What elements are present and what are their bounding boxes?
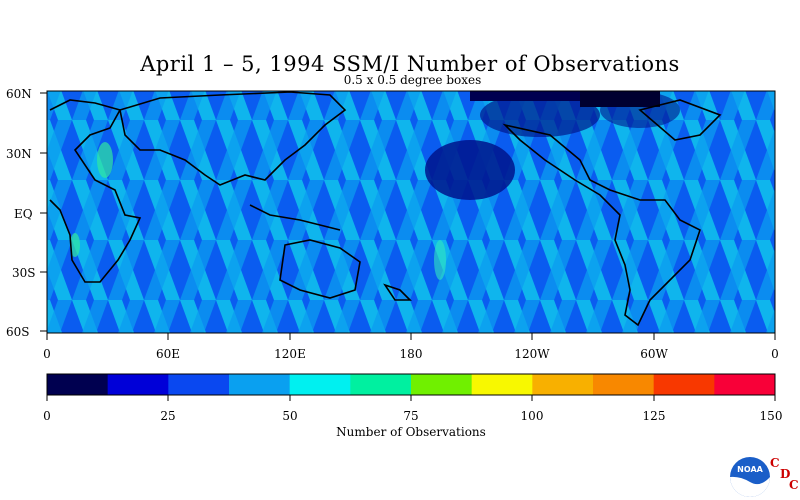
svg-text:NOAA: NOAA: [737, 465, 763, 474]
colorbar-title: Number of Observations: [336, 425, 486, 439]
colorbar-swatch: [532, 374, 594, 395]
lon-label-0: 0: [43, 347, 51, 361]
colorbar-ticks: [46, 395, 776, 401]
cdc-letter-c1: C: [770, 456, 780, 470]
lon-label-60e: 60E: [155, 347, 181, 361]
lon-label-180: 180: [399, 347, 423, 361]
cdc-letter-c2: C: [789, 478, 799, 492]
lat-label-60s: 60S: [6, 325, 30, 339]
colorbar: [47, 374, 776, 395]
lon-label-120w: 120W: [514, 347, 550, 361]
colorbar-label-25: 25: [160, 409, 176, 423]
colorbar-swatch: [47, 374, 109, 395]
colorbar-swatch: [653, 374, 715, 395]
colorbar-swatch: [714, 374, 776, 395]
lat-label-30n: 30N: [6, 147, 32, 161]
colorbar-swatch: [107, 374, 169, 395]
colorbar-swatch: [471, 374, 533, 395]
colorbar-label-0: 0: [43, 409, 51, 423]
observation-field: [47, 91, 775, 333]
lon-label-60w: 60W: [640, 347, 668, 361]
colorbar-swatch: [593, 374, 655, 395]
colorbar-swatch: [411, 374, 473, 395]
coastlines: [49, 91, 722, 327]
colorbar-label-150: 150: [759, 409, 783, 423]
cdc-letter-d: D: [780, 467, 791, 481]
lon-ticks: [46, 333, 776, 340]
map-title: April 1 – 5, 1994 SSM/I Number of Observ…: [140, 52, 680, 76]
lat-label-30s: 30S: [12, 266, 36, 280]
colorbar-swatch: [229, 374, 291, 395]
colorbar-swatch: [168, 374, 230, 395]
colorbar-label-125: 125: [642, 409, 666, 423]
lat-label-60n: 60N: [6, 87, 32, 101]
colorbar-label-75: 75: [403, 409, 419, 423]
colorbar-swatch: [289, 374, 351, 395]
colorbar-swatch: [350, 374, 412, 395]
lon-label-0-end: 0: [771, 347, 779, 361]
lat-ticks: [40, 92, 47, 332]
noaa-logo: NOAA: [730, 457, 770, 497]
lon-label-120e: 120E: [274, 347, 306, 361]
lat-label-eq: EQ: [14, 207, 33, 221]
map-subtitle: 0.5 x 0.5 degree boxes: [343, 73, 482, 87]
colorbar-label-100: 100: [520, 409, 544, 423]
colorbar-label-50: 50: [282, 409, 298, 423]
